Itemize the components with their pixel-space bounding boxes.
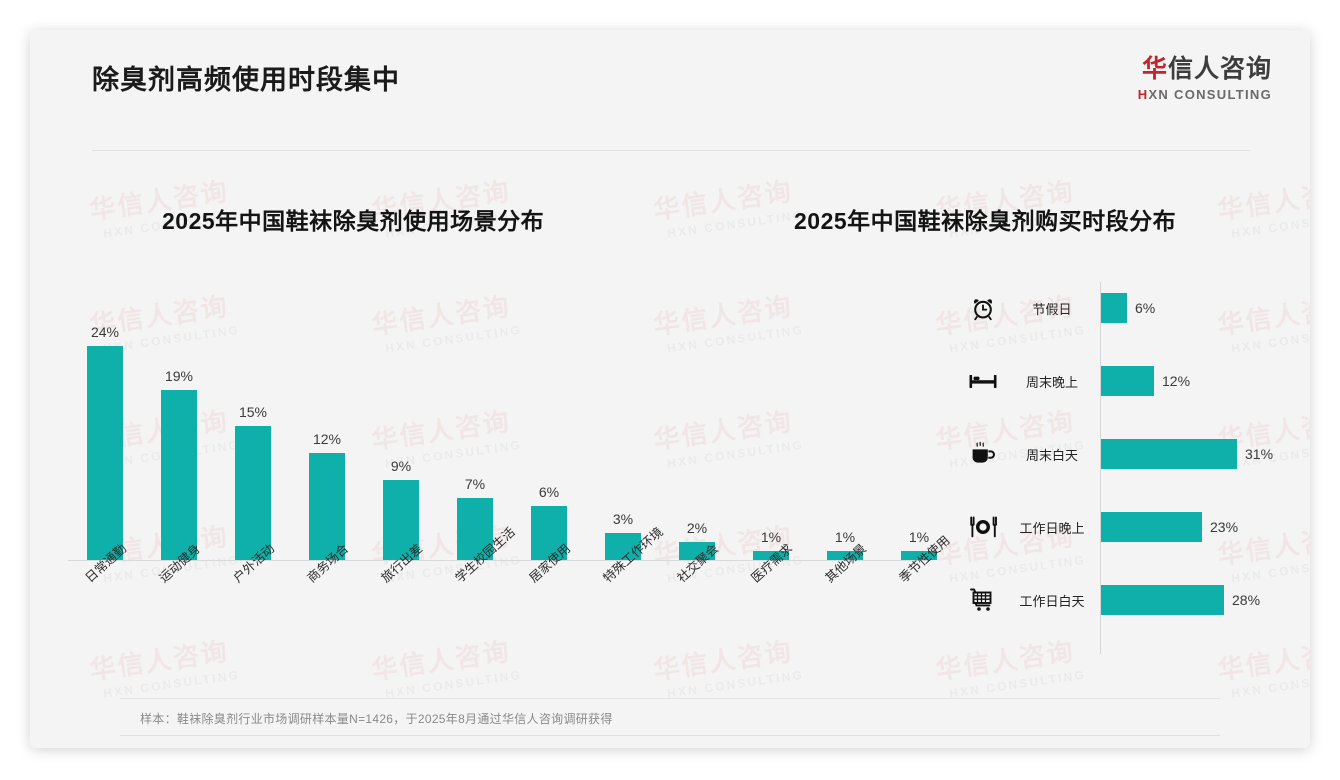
- column-value-label: 1%: [760, 529, 782, 545]
- row-bar-group: 工作日晚上 23%: [948, 505, 1298, 549]
- header-divider: [92, 150, 1250, 151]
- column-bar[interactable]: [679, 542, 715, 560]
- column-bar-group: 6%: [512, 270, 586, 560]
- column-bar[interactable]: [753, 551, 789, 560]
- column-value-label: 15%: [238, 404, 268, 420]
- row-value-label: 28%: [1232, 592, 1261, 608]
- row-category-label: 节假日: [1032, 301, 1072, 317]
- row-bar[interactable]: [1101, 439, 1237, 469]
- column-bar-group: 15%: [216, 270, 290, 560]
- row-category-label: 工作日晚上: [1019, 520, 1085, 536]
- column-value-label: 9%: [390, 458, 412, 474]
- row-bar-group: 节假日 6%: [948, 286, 1298, 330]
- column-bar[interactable]: [87, 346, 123, 560]
- page-title: 除臭剂高频使用时段集中: [92, 65, 400, 95]
- row-category-label: 工作日白天: [1019, 593, 1085, 609]
- row-category-label: 周末晚上: [1025, 374, 1078, 390]
- column-value-label: 3%: [612, 511, 634, 527]
- column-chart-baseline: [68, 560, 928, 561]
- logo-en-rest: XN CONSULTING: [1148, 86, 1272, 102]
- purchase-time-chart: 节假日 6% 周末晚上 12% 周末白天 31% 工作日晚上 23% 工作日白天 28%: [948, 278, 1298, 670]
- coffee-cup-icon: [962, 432, 1004, 476]
- logo-cn-rest: 信人咨询: [1167, 55, 1272, 83]
- row-bar[interactable]: [1101, 512, 1202, 542]
- column-bar-group: 3%: [586, 270, 660, 560]
- footnote-divider: [120, 698, 1220, 699]
- column-bar-group: 2%: [660, 270, 734, 560]
- column-bar-group: 9%: [364, 270, 438, 560]
- company-logo: 华信人咨询 HXN CONSULTING: [1138, 55, 1272, 102]
- row-value-label: 23%: [1210, 519, 1239, 535]
- column-bar-group: 1%: [734, 270, 808, 560]
- column-value-label: 12%: [312, 431, 342, 447]
- row-bar-group: 周末晚上 12%: [948, 359, 1298, 403]
- column-bar-group: 7%: [438, 270, 512, 560]
- dinner-plate-icon: [962, 505, 1004, 549]
- logo-chinese-text: 华信人咨询: [1138, 55, 1272, 84]
- row-bar[interactable]: [1101, 585, 1224, 615]
- column-bar[interactable]: [531, 506, 567, 560]
- column-value-label: 1%: [834, 529, 856, 545]
- column-bar[interactable]: [309, 453, 345, 560]
- column-value-label: 24%: [90, 324, 120, 340]
- alarm-clock-icon: [962, 286, 1004, 330]
- shopping-cart-icon: [962, 578, 1004, 622]
- column-bar[interactable]: [383, 480, 419, 560]
- column-bar[interactable]: [827, 551, 863, 560]
- usage-scenarios-chart: 24% 19% 15% 12% 9% 7% 6% 3% 2% 1% 1% 1% 日常通勤 运动健身 户外活…: [48, 270, 953, 670]
- column-bar[interactable]: [457, 498, 493, 560]
- slide-canvas: 华信人咨询 HXN CONSULTING 华信人咨询 HXN CONSULTING 华信…: [30, 30, 1310, 748]
- row-bar-group: 周末白天 31%: [948, 432, 1298, 476]
- column-bar-group: 19%: [142, 270, 216, 560]
- column-value-label: 1%: [908, 529, 930, 545]
- column-bar[interactable]: [901, 551, 937, 560]
- column-bar-group: 1%: [808, 270, 882, 560]
- row-bar[interactable]: [1101, 366, 1154, 396]
- row-bar[interactable]: [1101, 293, 1127, 323]
- column-bar-group: 24%: [68, 270, 142, 560]
- right-chart-title: 2025年中国鞋袜除臭剂购买时段分布: [794, 208, 1177, 234]
- column-bar-group: 12%: [290, 270, 364, 560]
- row-bar-group: 工作日白天 28%: [948, 578, 1298, 622]
- column-value-label: 6%: [538, 484, 560, 500]
- sample-footnote: 样本：鞋袜除臭剂行业市场调研样本量N=1426，于2025年8月通过华信人咨询调…: [140, 712, 613, 726]
- row-value-label: 31%: [1245, 446, 1274, 462]
- column-bar[interactable]: [161, 390, 197, 560]
- column-bar[interactable]: [605, 533, 641, 560]
- logo-hua-char: 华: [1141, 55, 1168, 83]
- row-category-label: 周末白天: [1025, 447, 1078, 463]
- logo-en-first: H: [1137, 86, 1149, 102]
- footer-divider: [120, 735, 1220, 736]
- left-chart-title: 2025年中国鞋袜除臭剂使用场景分布: [162, 208, 545, 234]
- column-value-label: 19%: [164, 368, 194, 384]
- column-bar-group: 1%: [882, 270, 956, 560]
- logo-english-text: HXN CONSULTING: [1138, 87, 1272, 102]
- slide-header: 除臭剂高频使用时段集中 华信人咨询 HXN CONSULTING: [30, 30, 1310, 118]
- column-value-label: 7%: [464, 476, 486, 492]
- row-value-label: 6%: [1135, 300, 1156, 316]
- row-chart-axis: [1100, 282, 1101, 654]
- row-value-label: 12%: [1162, 373, 1191, 389]
- column-value-label: 2%: [686, 520, 708, 536]
- column-plot-area: 24% 19% 15% 12% 9% 7% 6% 3% 2% 1% 1% 1%: [48, 270, 938, 560]
- bed-icon: [962, 359, 1004, 403]
- column-bar[interactable]: [235, 426, 271, 560]
